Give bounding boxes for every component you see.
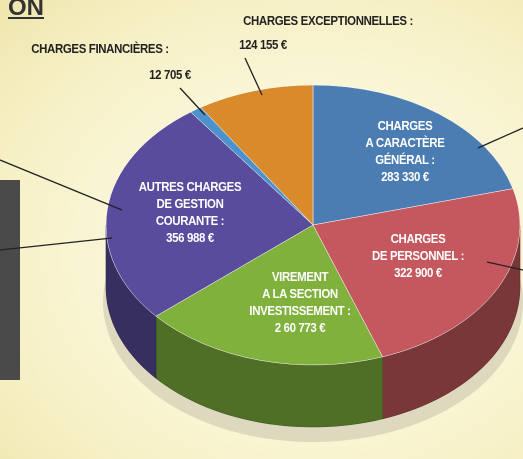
category-label: CHARGES FINANCIÈRES : [31,41,169,56]
category-label: CHARGES EXCEPTIONNELLES : [243,13,413,28]
value-label: 283 330 € [381,169,429,184]
slice-label: VIREMENT A LA SECTION INVESTISSEMENT : 2 … [249,268,351,336]
category-label: CHARGES DE PERSONNEL : [371,231,465,263]
slice-label: CHARGES FINANCIÈRES : [31,40,169,57]
category-label: AUTRES CHARGES DE GESTION COURANTE : [138,179,242,228]
chart-title: ON [8,0,44,21]
slice-value: 124 155 € [239,36,287,53]
leader-line [0,159,123,211]
slice [105,111,314,317]
value-label: 356 988 € [166,230,214,245]
category-label: VIREMENT A LA SECTION INVESTISSEMENT : [249,269,351,318]
side-panel [0,180,20,380]
leader-line [477,127,523,149]
slice [200,84,314,226]
slice-label: CHARGES EXCEPTIONNELLES : [243,12,413,29]
slice-label: AUTRES CHARGES DE GESTION COURANTE : 356 … [138,178,242,246]
leader-line [486,261,523,271]
value-label: 322 900 € [394,265,442,280]
slice-value: 12 705 € [149,66,191,83]
leader-line [0,237,113,251]
value-label: 2 60 773 € [274,320,326,335]
slice-label: CHARGES DE PERSONNEL : 322 900 € [372,230,464,281]
leader-line [244,57,263,96]
category-label: CHARGES A CARACTÈRE GÉNÉRAL : [365,118,445,167]
pie [105,84,521,428]
slice-label: CHARGES A CARACTÈRE GÉNÉRAL : 283 330 € [366,117,445,185]
leader-line [179,87,206,116]
value-label: 124 155 € [239,37,287,52]
slice [155,224,383,366]
slice [312,84,514,226]
slice [312,188,521,358]
leaders [0,57,523,271]
value-label: 12 705 € [149,67,191,82]
